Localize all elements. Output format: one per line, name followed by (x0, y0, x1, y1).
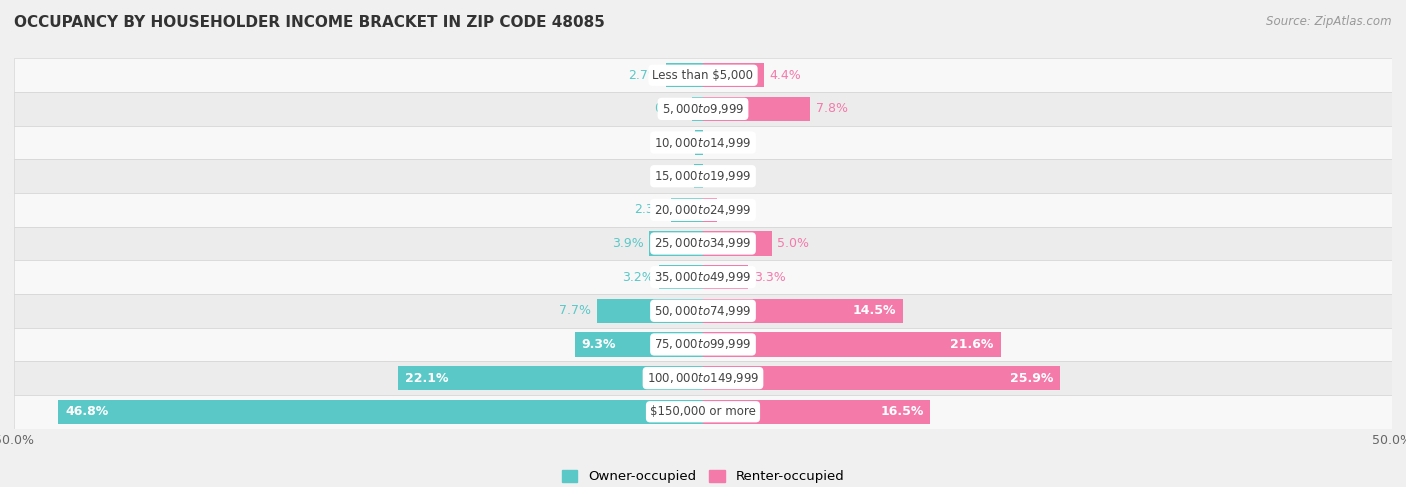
Text: 25.9%: 25.9% (1010, 372, 1053, 385)
Text: 2.7%: 2.7% (628, 69, 661, 82)
Text: 0.63%: 0.63% (650, 169, 689, 183)
Bar (14, 193, 1392, 226)
Text: $150,000 or more: $150,000 or more (650, 405, 756, 418)
Bar (14, 226, 1392, 261)
Bar (703, 299, 903, 323)
Bar (14, 261, 1392, 294)
Text: 0.8%: 0.8% (654, 102, 686, 115)
Bar (14, 159, 1392, 193)
Bar (703, 332, 1001, 356)
Bar (14, 58, 1392, 92)
Bar (703, 198, 717, 222)
Text: 4.4%: 4.4% (769, 69, 801, 82)
Bar (703, 366, 1060, 390)
Text: $25,000 to $34,999: $25,000 to $34,999 (654, 237, 752, 250)
Bar (703, 400, 931, 424)
Text: Less than $5,000: Less than $5,000 (652, 69, 754, 82)
Bar (659, 265, 703, 289)
Bar (703, 97, 810, 121)
Text: 7.8%: 7.8% (815, 102, 848, 115)
Bar (695, 131, 703, 155)
Text: 9.3%: 9.3% (582, 338, 616, 351)
Bar (14, 92, 1392, 126)
Text: 3.9%: 3.9% (612, 237, 644, 250)
Text: 0.0%: 0.0% (709, 169, 741, 183)
Text: 46.8%: 46.8% (65, 405, 108, 418)
Text: $35,000 to $49,999: $35,000 to $49,999 (654, 270, 752, 284)
Bar (671, 198, 703, 222)
Bar (695, 164, 703, 188)
Text: $100,000 to $149,999: $100,000 to $149,999 (647, 371, 759, 385)
Bar (575, 332, 703, 356)
Text: 21.6%: 21.6% (950, 338, 994, 351)
Text: 14.5%: 14.5% (852, 304, 896, 318)
Text: $15,000 to $19,999: $15,000 to $19,999 (654, 169, 752, 183)
Text: 3.3%: 3.3% (754, 271, 786, 283)
Bar (703, 63, 763, 87)
Text: 16.5%: 16.5% (880, 405, 924, 418)
Bar (14, 361, 1392, 395)
Bar (14, 294, 1392, 328)
Text: 22.1%: 22.1% (405, 372, 449, 385)
Bar (14, 328, 1392, 361)
Legend: Owner-occupied, Renter-occupied: Owner-occupied, Renter-occupied (557, 465, 849, 487)
Text: $20,000 to $24,999: $20,000 to $24,999 (654, 203, 752, 217)
Text: $50,000 to $74,999: $50,000 to $74,999 (654, 304, 752, 318)
Bar (58, 400, 703, 424)
Text: $10,000 to $14,999: $10,000 to $14,999 (654, 135, 752, 150)
Text: 7.7%: 7.7% (560, 304, 592, 318)
Bar (692, 97, 703, 121)
Text: OCCUPANCY BY HOUSEHOLDER INCOME BRACKET IN ZIP CODE 48085: OCCUPANCY BY HOUSEHOLDER INCOME BRACKET … (14, 15, 605, 30)
Text: 0.57%: 0.57% (650, 136, 689, 149)
Text: $75,000 to $99,999: $75,000 to $99,999 (654, 337, 752, 352)
Text: 0.0%: 0.0% (709, 136, 741, 149)
Text: 3.2%: 3.2% (621, 271, 654, 283)
Bar (703, 231, 772, 256)
Text: $5,000 to $9,999: $5,000 to $9,999 (662, 102, 744, 116)
Bar (14, 126, 1392, 159)
Bar (650, 231, 703, 256)
Text: 1.0%: 1.0% (723, 204, 754, 216)
Bar (398, 366, 703, 390)
Bar (14, 395, 1392, 429)
Text: 5.0%: 5.0% (778, 237, 810, 250)
Bar (666, 63, 703, 87)
Bar (703, 265, 748, 289)
Bar (598, 299, 703, 323)
Text: 2.3%: 2.3% (634, 204, 666, 216)
Text: Source: ZipAtlas.com: Source: ZipAtlas.com (1267, 15, 1392, 28)
